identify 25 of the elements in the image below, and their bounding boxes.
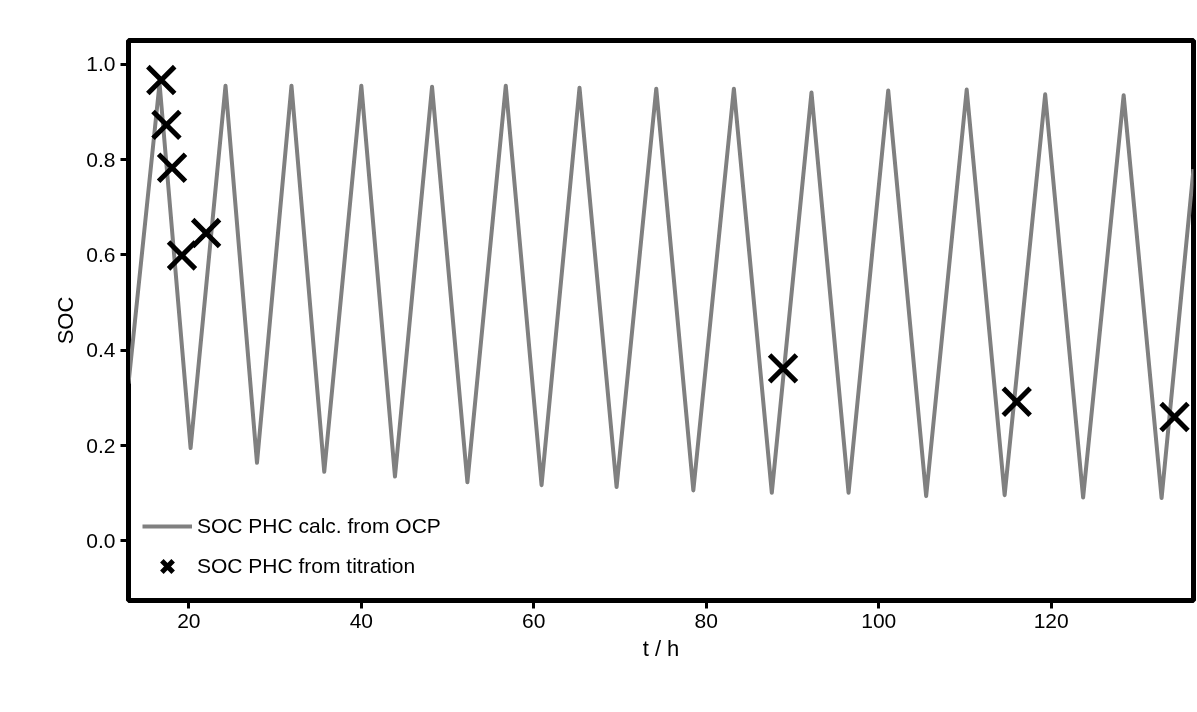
y-axis-title: SOC	[53, 296, 79, 345]
point	[767, 352, 799, 385]
point	[156, 151, 188, 184]
line-series	[128, 81, 1194, 501]
legend-label: SOC PHC calc. from OCP	[197, 514, 441, 538]
y-tick-label: 0.0	[86, 528, 116, 552]
x-tick-label: 80	[694, 608, 718, 632]
x-tick-label: 20	[177, 608, 201, 632]
y-tick-label: 0.6	[86, 242, 116, 266]
y-tick-label: 0.8	[86, 147, 116, 171]
point	[166, 239, 198, 272]
point	[145, 64, 178, 96]
x-tick-label: 40	[349, 608, 374, 632]
y-tick-label: 1.0	[86, 52, 116, 76]
x-tick-label: 120	[1033, 608, 1069, 632]
point	[190, 217, 223, 249]
x-tick-label: 100	[861, 608, 897, 632]
x-tick-label: 60	[522, 608, 546, 632]
y-tick-label: 0.4	[86, 338, 116, 362]
point	[1000, 385, 1033, 418]
x-axis-title: t / h	[642, 635, 680, 661]
point	[1158, 401, 1191, 433]
y-tick-label: 0.2	[86, 433, 116, 457]
point	[150, 108, 183, 141]
legend-label: SOC PHC from titration	[197, 554, 416, 578]
